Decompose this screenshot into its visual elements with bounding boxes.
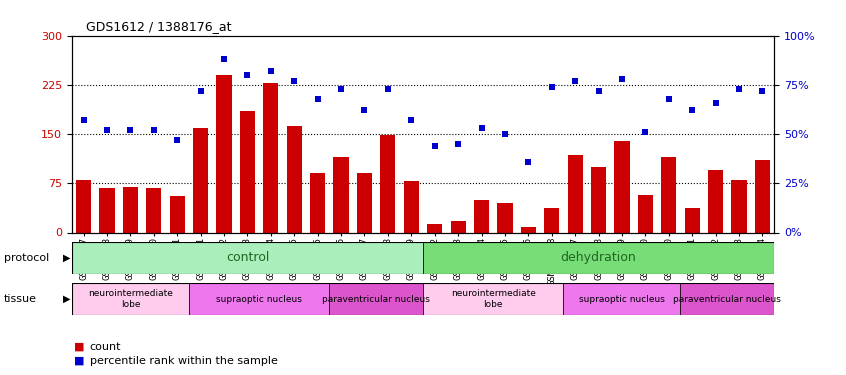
Point (381, 86, 394, 92)
Bar (591, 167, 606, 232)
Point (334, 86, 348, 92)
Bar (333, 157, 349, 232)
Point (475, 125, 488, 131)
Point (264, 68, 277, 74)
Point (77, 117, 91, 123)
Point (685, 107, 699, 113)
Bar (193, 128, 208, 232)
Point (498, 131, 512, 137)
Bar (100, 188, 114, 232)
Point (311, 96, 325, 102)
Text: paraventricular nucleus: paraventricular nucleus (673, 295, 781, 304)
Point (240, 72, 254, 78)
Bar (310, 173, 325, 232)
Bar (146, 188, 162, 232)
Text: neurointermediate
lobe: neurointermediate lobe (451, 290, 536, 309)
Bar (708, 170, 723, 232)
Point (521, 159, 536, 165)
Point (755, 88, 769, 94)
Point (591, 88, 605, 94)
Text: count: count (90, 342, 121, 352)
Point (194, 88, 207, 94)
Bar (680, 283, 774, 315)
Text: paraventricular nucleus: paraventricular nucleus (322, 295, 430, 304)
Bar (357, 173, 372, 232)
Bar (474, 200, 489, 232)
Text: percentile rank within the sample: percentile rank within the sample (90, 356, 277, 366)
Bar (662, 157, 676, 232)
Text: ■: ■ (74, 356, 85, 366)
Bar (427, 224, 442, 232)
Bar (263, 83, 278, 232)
Bar (638, 195, 653, 232)
Point (404, 117, 418, 123)
Bar (497, 203, 513, 232)
Bar (170, 196, 184, 232)
Bar (123, 187, 138, 232)
Point (452, 141, 465, 147)
Point (709, 100, 722, 106)
Bar (329, 283, 423, 315)
Bar (72, 283, 189, 315)
Bar (451, 220, 465, 232)
Text: ▶: ▶ (63, 253, 71, 263)
Point (639, 129, 652, 135)
Point (358, 107, 371, 113)
Point (170, 137, 184, 143)
Bar (544, 208, 559, 232)
Text: dehydration: dehydration (561, 251, 636, 264)
Bar (240, 111, 255, 232)
Text: GDS1612 / 1388176_at: GDS1612 / 1388176_at (86, 20, 232, 33)
Bar (423, 283, 563, 315)
Bar (217, 75, 232, 232)
Point (615, 76, 629, 82)
Text: supraoptic nucleus: supraoptic nucleus (217, 295, 302, 304)
Bar (521, 227, 536, 232)
Bar (76, 180, 91, 232)
Text: supraoptic nucleus: supraoptic nucleus (579, 295, 665, 304)
Text: protocol: protocol (4, 253, 49, 263)
Point (147, 127, 161, 133)
Text: tissue: tissue (4, 294, 37, 304)
Bar (684, 208, 700, 232)
Text: neurointermediate
lobe: neurointermediate lobe (88, 290, 173, 309)
Bar (189, 283, 329, 315)
Bar (404, 182, 419, 232)
Point (100, 127, 113, 133)
Point (428, 143, 442, 149)
Bar (755, 160, 770, 232)
Text: ■: ■ (74, 342, 85, 352)
Point (217, 56, 231, 62)
Bar (423, 242, 774, 274)
Text: ▶: ▶ (63, 294, 71, 304)
Bar (563, 283, 680, 315)
Bar (381, 135, 395, 232)
Bar (732, 180, 746, 232)
Point (733, 86, 746, 92)
Bar (614, 141, 629, 232)
Text: control: control (226, 251, 269, 264)
Point (545, 84, 558, 90)
Point (569, 78, 582, 84)
Bar (287, 126, 302, 232)
Bar (72, 242, 423, 274)
Point (288, 78, 301, 84)
Bar (568, 155, 583, 232)
Point (662, 96, 675, 102)
Point (124, 127, 137, 133)
